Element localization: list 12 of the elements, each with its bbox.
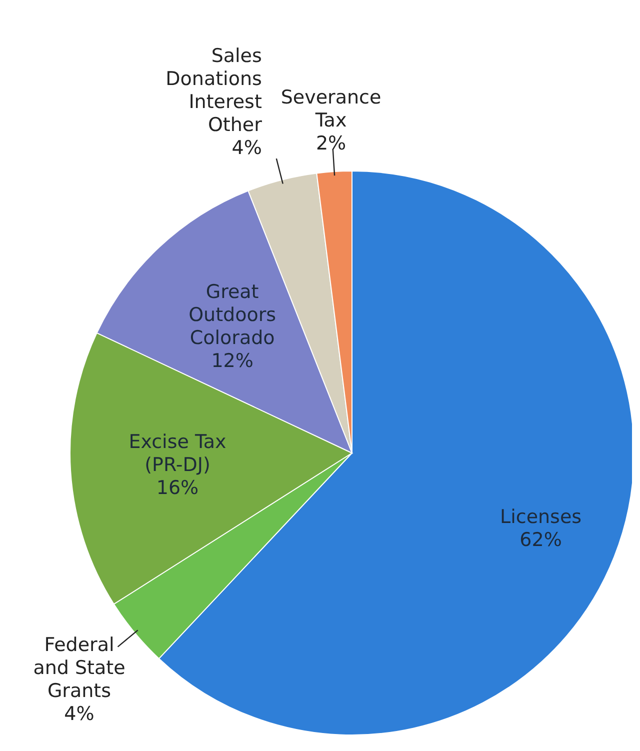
data-label: 4%: [64, 703, 94, 726]
data-label: 4%: [232, 137, 262, 160]
slice-label: Great Outdoors Colorado: [188, 281, 276, 350]
data-label: 2%: [316, 132, 346, 155]
slice-label: Federal and State Grants: [33, 634, 126, 702]
data-label: 12%: [211, 350, 254, 372]
data-label: 62%: [520, 529, 562, 552]
slice-label: Licenses: [500, 506, 582, 528]
data-label: 16%: [156, 476, 199, 499]
slice-label: Severance Tax: [280, 86, 382, 132]
slice-label: Sales Donations Interest Other: [166, 45, 262, 136]
slice-label: Excise Tax (PR-DJ): [128, 430, 226, 476]
